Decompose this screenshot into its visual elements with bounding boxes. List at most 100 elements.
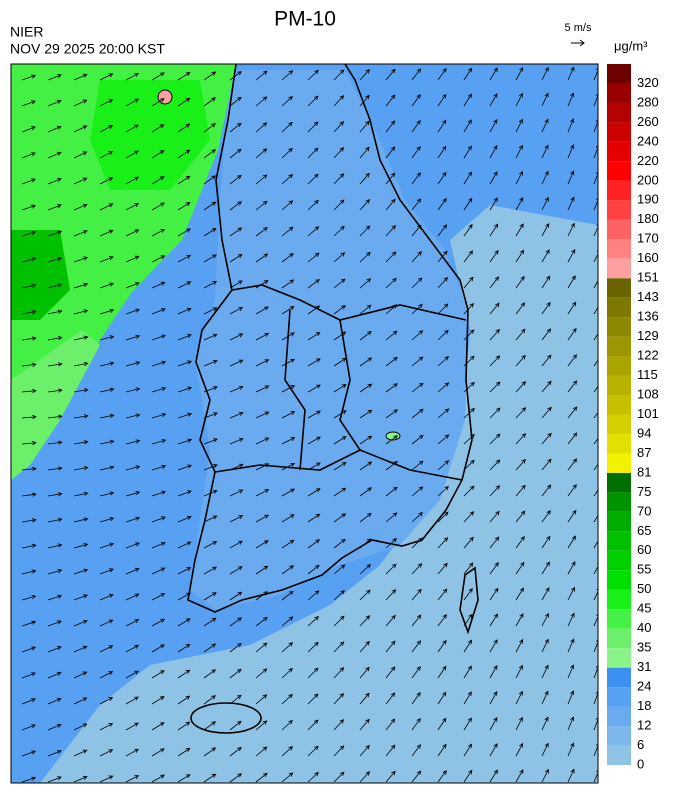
wind-arrow — [541, 432, 552, 445]
wind-arrow — [177, 123, 191, 133]
wind-arrow — [21, 492, 37, 497]
wind-arrow — [437, 408, 450, 419]
colorbar-swatch — [607, 297, 631, 318]
wind-arrow — [73, 203, 88, 211]
wind-arrow — [73, 491, 89, 497]
wind-arrow — [203, 669, 217, 679]
wind-arrow — [567, 275, 576, 289]
wind-arrow — [47, 99, 62, 107]
wind-arrow — [281, 772, 294, 783]
wind-arrow — [333, 667, 345, 679]
wind-arrow — [151, 464, 167, 471]
wind-arrow — [463, 665, 472, 679]
wind-arrow — [333, 538, 346, 549]
wind-arrow — [359, 435, 373, 445]
wind-arrow — [125, 670, 139, 679]
wind-arrow — [489, 223, 499, 237]
wind-arrow — [489, 769, 498, 783]
wind-arrow — [411, 198, 422, 211]
wind-arrow — [541, 118, 549, 133]
wind-arrow — [151, 644, 165, 653]
wind-arrow — [515, 407, 527, 419]
wind-arrow — [515, 458, 526, 471]
wind-arrow — [385, 330, 398, 341]
wind-arrow — [125, 413, 141, 419]
wind-arrow — [21, 100, 36, 107]
wind-arrow — [489, 145, 498, 159]
wind-arrow — [177, 747, 191, 757]
wind-arrow — [151, 774, 165, 783]
wind-arrow — [489, 197, 498, 211]
wind-arrow — [255, 565, 269, 575]
wind-arrow — [177, 618, 191, 627]
wind-arrow — [307, 121, 319, 133]
wind-arrow — [359, 512, 372, 523]
wind-arrow — [463, 276, 474, 289]
wind-arrow — [489, 355, 501, 367]
wind-arrow — [255, 332, 270, 341]
wind-arrow — [515, 170, 523, 185]
wind-arrow — [255, 540, 269, 549]
wind-arrow — [281, 174, 294, 185]
wind-arrow — [489, 587, 499, 601]
wind-arrow — [255, 306, 269, 315]
wind-arrow — [541, 535, 551, 549]
colorbar-label: 94 — [637, 425, 651, 440]
wind-arrow — [229, 643, 242, 653]
wind-arrow — [359, 278, 372, 289]
wind-arrow — [177, 228, 191, 237]
wind-arrow — [125, 308, 141, 315]
wind-arrow — [177, 541, 192, 549]
wind-arrow — [333, 173, 345, 185]
wind-arrow — [73, 465, 89, 471]
wind-arrow — [411, 408, 424, 419]
wind-arrow — [541, 66, 549, 81]
wind-arrow — [437, 145, 447, 159]
wind-arrow — [489, 171, 498, 185]
wind-arrow — [411, 744, 421, 757]
wind-arrow — [463, 588, 473, 601]
wind-arrow — [359, 563, 371, 575]
colorbar-label: 75 — [637, 484, 651, 499]
wind-arrow — [151, 490, 167, 497]
wind-arrow — [307, 667, 319, 679]
wind-arrow — [21, 414, 37, 420]
wind-arrow — [567, 301, 577, 315]
wind-arrow — [177, 695, 191, 705]
colorbar-label: 55 — [637, 562, 651, 577]
wind-arrow — [281, 358, 296, 367]
wind-arrow — [21, 594, 37, 601]
wind-arrow — [21, 724, 36, 731]
wind-arrow — [99, 413, 115, 419]
wind-arrow — [463, 67, 473, 81]
wind-arrow — [359, 744, 370, 757]
wind-arrow — [593, 411, 598, 419]
wind-arrow — [385, 198, 396, 211]
wind-arrow — [307, 147, 319, 159]
colorbar-swatch — [607, 667, 631, 688]
wind-arrow — [255, 227, 268, 237]
wind-arrow — [411, 770, 422, 783]
wind-arrow — [47, 620, 62, 627]
wind-arrow — [177, 281, 192, 289]
wind-arrow — [229, 307, 244, 315]
wind-arrow — [47, 151, 62, 159]
wind-arrow — [307, 488, 321, 497]
wind-arrow — [47, 723, 62, 731]
wind-arrow — [99, 387, 115, 393]
wind-arrow — [515, 118, 523, 133]
wind-arrow — [73, 335, 89, 341]
wind-arrow — [437, 485, 449, 497]
colorbar-swatch — [607, 375, 631, 396]
wind-arrow — [385, 172, 396, 185]
wind-arrow — [437, 537, 449, 549]
wind-arrow — [307, 590, 320, 601]
wind-arrow — [73, 543, 89, 549]
wind-arrow — [385, 718, 396, 731]
colorbar-label: 320 — [637, 75, 659, 90]
colorbar-swatch — [607, 317, 631, 337]
wind-arrow — [463, 691, 472, 705]
wind-arrow — [47, 776, 62, 783]
wind-arrow — [99, 593, 114, 601]
wind-arrow — [47, 414, 63, 419]
